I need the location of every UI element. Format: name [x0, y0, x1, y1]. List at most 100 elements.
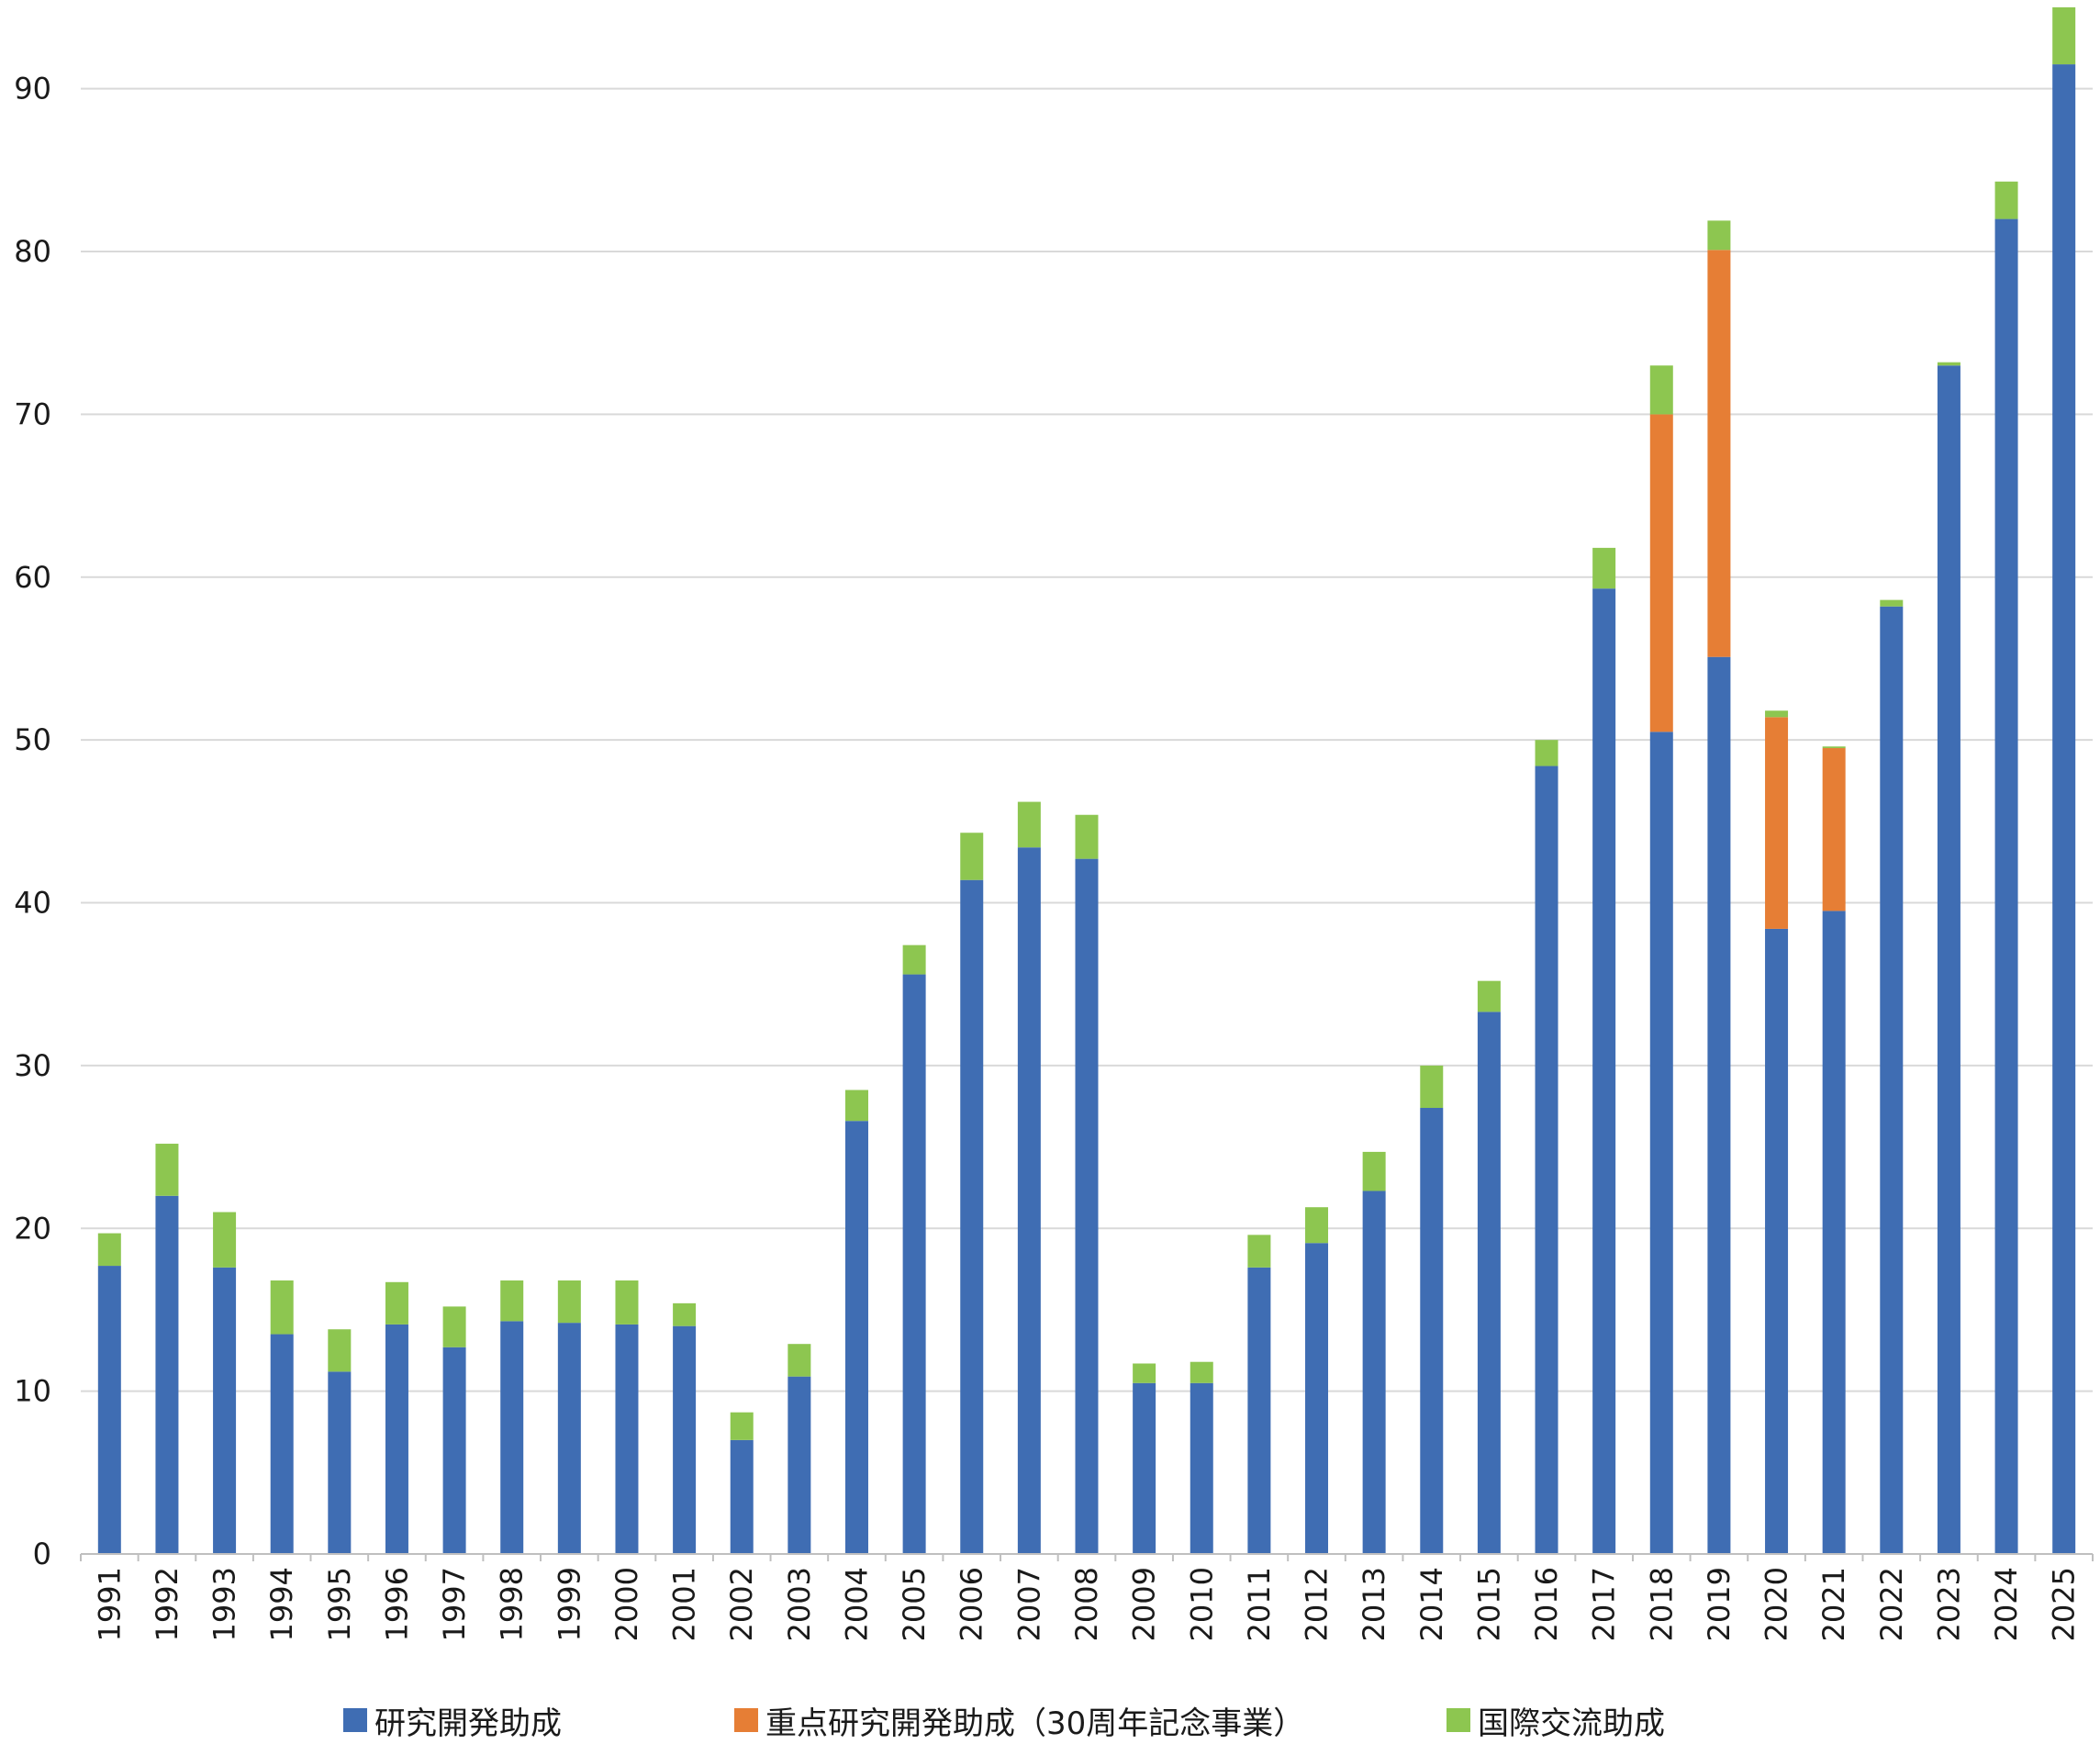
x-tick-label-2003: 2003 [782, 1567, 817, 1641]
bar-2007-series-0 [1017, 847, 1041, 1554]
bar-2024-series-0 [1994, 218, 2018, 1554]
bar-2021-series-2 [1822, 746, 1846, 749]
bar-1991-series-0 [97, 1266, 121, 1554]
bar-2000-series-2 [615, 1280, 639, 1325]
x-tick-label-2001: 2001 [667, 1567, 702, 1641]
bar-2000-series-0 [615, 1324, 639, 1554]
bar-2020-series-1 [1765, 717, 1789, 929]
bars [97, 7, 2076, 1554]
bar-2021-series-0 [1822, 911, 1846, 1554]
bar-2019-series-1 [1707, 250, 1731, 657]
bar-2009-series-2 [1133, 1363, 1156, 1383]
x-tick-label-2015: 2015 [1471, 1567, 1506, 1641]
bar-2016-series-2 [1535, 740, 1558, 766]
x-tick-label-2007: 2007 [1011, 1567, 1046, 1641]
bar-2002-series-2 [730, 1412, 754, 1440]
bar-2001-series-2 [673, 1302, 697, 1326]
bar-2007-series-2 [1017, 801, 1041, 848]
bar-2006-series-2 [960, 833, 984, 880]
x-tick-label-2004: 2004 [839, 1567, 874, 1641]
x-tick-label-2018: 2018 [1644, 1567, 1679, 1641]
gridlines [81, 87, 2093, 1392]
y-tick-label-70: 70 [14, 397, 51, 431]
bar-2019-series-0 [1707, 656, 1731, 1554]
y-tick-label-50: 50 [14, 722, 51, 757]
x-tick-label-2017: 2017 [1587, 1567, 1622, 1641]
y-tick-label-40: 40 [14, 886, 51, 921]
bar-1995-series-2 [328, 1329, 352, 1372]
y-tick-label-80: 80 [14, 234, 51, 269]
bar-2015-series-2 [1477, 980, 1501, 1012]
y-tick-label-0: 0 [33, 1537, 51, 1571]
legend-item-research-grant: 研究開発助成 [343, 1694, 562, 1746]
y-tick-label-10: 10 [14, 1374, 51, 1409]
x-tick-label-2000: 2000 [609, 1567, 644, 1641]
x-tick-label-2021: 2021 [1816, 1567, 1851, 1641]
x-tick-label-2002: 2002 [724, 1567, 759, 1641]
bar-2010-series-2 [1190, 1361, 1213, 1383]
bar-1999-series-0 [557, 1323, 581, 1554]
x-tick-label-1999: 1999 [552, 1567, 586, 1641]
bar-2013-series-2 [1362, 1151, 1386, 1191]
bar-1999-series-2 [557, 1280, 581, 1324]
bar-2003-series-2 [788, 1344, 811, 1377]
bar-2012-series-2 [1305, 1207, 1329, 1244]
bar-2001-series-0 [673, 1325, 697, 1554]
x-tick-label-2005: 2005 [897, 1567, 932, 1641]
y-tick-label-30: 30 [14, 1048, 51, 1083]
x-tick-label-1991: 1991 [92, 1567, 127, 1641]
bar-2010-series-0 [1190, 1382, 1213, 1554]
bar-1998-series-0 [500, 1321, 524, 1554]
bar-2020-series-2 [1765, 710, 1789, 718]
bar-2009-series-0 [1133, 1382, 1156, 1554]
x-tick-label-2019: 2019 [1702, 1567, 1737, 1641]
x-tick-label-1994: 1994 [264, 1567, 299, 1641]
x-tick-label-2014: 2014 [1414, 1567, 1449, 1641]
bar-2005-series-0 [902, 974, 926, 1554]
legend: 研究開発助成 重点研究開発助成（30周年記念事業） 国際交流助成 [0, 1694, 2100, 1749]
x-tick-label-1995: 1995 [322, 1567, 357, 1641]
bar-2008-series-0 [1075, 858, 1099, 1554]
stacked-bar-chart: 0 10 20 30 40 50 60 70 80 90 1991 1992 1993 1994 1995 1… [14, 7, 2094, 1641]
bar-1996-series-2 [385, 1281, 408, 1325]
bar-2012-series-0 [1305, 1243, 1329, 1554]
x-tick-label-2006: 2006 [955, 1567, 989, 1641]
x-tick-label-2011: 2011 [1242, 1567, 1277, 1641]
bar-2016-series-0 [1535, 766, 1558, 1554]
bar-2018-series-1 [1649, 414, 1673, 732]
bar-1991-series-2 [97, 1233, 121, 1267]
bar-2023-series-2 [1937, 362, 1960, 366]
bar-2025-series-0 [2052, 64, 2076, 1554]
x-tick-label-2022: 2022 [1874, 1567, 1909, 1641]
legend-item-international-exchange-grant: 国際交流助成 [1447, 1694, 1665, 1746]
legend-label-research-grant: 研究開発助成 [374, 1705, 562, 1742]
bar-2014-series-0 [1420, 1108, 1444, 1554]
x-tick-label-1997: 1997 [437, 1567, 472, 1641]
x-tick-label-2023: 2023 [1931, 1567, 1966, 1641]
bar-2017-series-0 [1592, 588, 1616, 1554]
bar-2023-series-0 [1937, 365, 1960, 1554]
x-tick-label-1993: 1993 [207, 1567, 242, 1641]
legend-swatch-priority-research-grant [734, 1708, 758, 1732]
bar-1993-series-2 [213, 1212, 237, 1268]
bar-2022-series-2 [1880, 599, 1904, 607]
bar-2021-series-1 [1822, 748, 1846, 911]
bar-2011-series-0 [1247, 1267, 1271, 1554]
axes: 0 10 20 30 40 50 60 70 80 90 1991 1992 1993 1994 1995 1… [14, 72, 2094, 1641]
bar-2004-series-0 [844, 1121, 868, 1554]
x-tick-label-2012: 2012 [1300, 1567, 1335, 1641]
bar-1995-series-0 [328, 1371, 352, 1554]
bar-2002-series-0 [730, 1439, 754, 1554]
bar-1997-series-0 [442, 1347, 466, 1554]
bar-2003-series-0 [788, 1376, 811, 1554]
bar-2017-series-2 [1592, 547, 1616, 589]
bar-1996-series-0 [385, 1324, 408, 1554]
y-tick-label-20: 20 [14, 1211, 51, 1246]
legend-label-priority-research-grant: 重点研究開発助成（30周年記念事業） [765, 1705, 1305, 1742]
bar-2019-series-2 [1707, 220, 1731, 251]
bar-2014-series-2 [1420, 1065, 1444, 1109]
bar-1994-series-0 [270, 1334, 294, 1554]
bar-2024-series-2 [1994, 181, 2018, 219]
y-tick-label-90: 90 [14, 72, 51, 106]
